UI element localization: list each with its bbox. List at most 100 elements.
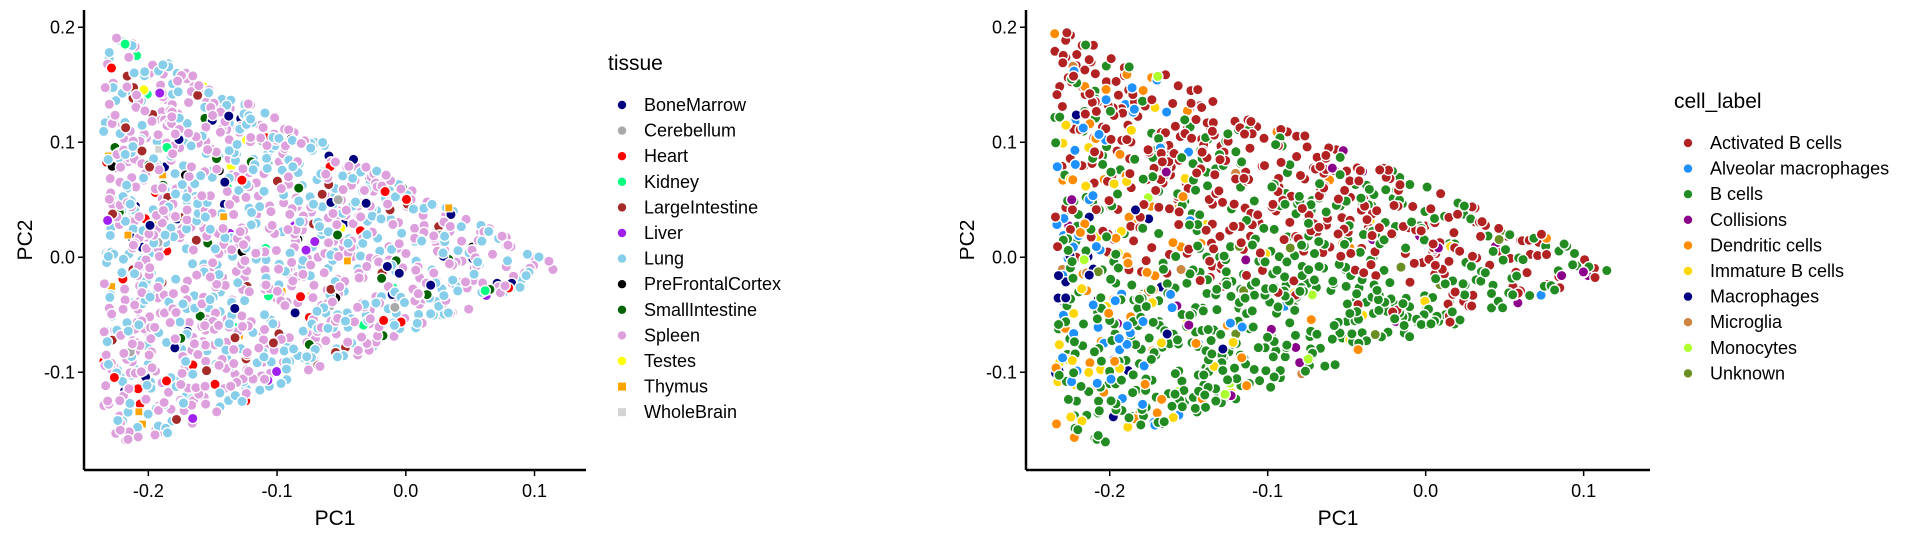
data-point xyxy=(167,287,180,300)
data-point xyxy=(1312,221,1325,234)
data-point xyxy=(1189,184,1202,197)
data-point xyxy=(119,121,132,134)
data-point xyxy=(1049,211,1062,223)
data-point xyxy=(1238,128,1251,140)
data-point xyxy=(1110,75,1123,88)
data-point xyxy=(136,145,148,157)
data-point xyxy=(1152,201,1165,214)
data-point xyxy=(1257,222,1270,235)
data-point xyxy=(110,32,123,45)
data-point xyxy=(349,196,362,208)
data-point xyxy=(1301,140,1313,153)
data-point xyxy=(1172,79,1185,92)
data-point xyxy=(1053,338,1066,351)
data-point xyxy=(1161,328,1174,340)
data-point xyxy=(170,306,182,319)
data-point xyxy=(1108,355,1121,368)
data-point xyxy=(241,346,254,359)
data-point xyxy=(1439,277,1452,290)
data-point xyxy=(139,104,151,117)
data-point xyxy=(354,250,367,262)
data-point xyxy=(1329,358,1342,371)
data-point xyxy=(1087,299,1100,311)
data-point xyxy=(1308,247,1321,260)
data-point xyxy=(499,279,511,292)
data-point xyxy=(462,303,475,315)
data-point xyxy=(1240,269,1253,282)
data-point xyxy=(1096,158,1109,171)
data-point xyxy=(279,299,291,312)
data-point xyxy=(1267,350,1280,363)
data-point xyxy=(1278,233,1290,246)
data-point xyxy=(206,109,219,122)
data-point xyxy=(1235,156,1248,168)
data-point xyxy=(1245,115,1257,128)
data-point xyxy=(1369,269,1382,282)
data-point xyxy=(1067,366,1080,379)
data-point xyxy=(1458,200,1471,212)
data-point xyxy=(1048,27,1061,40)
data-point xyxy=(352,344,365,357)
data-point xyxy=(1169,250,1182,263)
data-point xyxy=(1320,206,1333,218)
data-point xyxy=(199,339,212,351)
data-point xyxy=(240,191,252,204)
legend-key xyxy=(1683,292,1693,301)
data-point xyxy=(232,184,245,197)
data-point xyxy=(133,210,146,223)
data-point xyxy=(316,136,329,149)
legend-label: Macrophages xyxy=(1710,287,1819,307)
data-point xyxy=(1220,278,1233,291)
data-point xyxy=(1383,276,1396,289)
data-point xyxy=(385,243,398,256)
data-point xyxy=(1205,348,1218,360)
data-point xyxy=(292,182,305,194)
data-point xyxy=(98,277,111,290)
data-point xyxy=(442,306,455,319)
data-point xyxy=(1344,247,1357,260)
data-point xyxy=(1089,67,1102,80)
data-point xyxy=(1172,218,1185,231)
data-point xyxy=(1095,355,1108,368)
data-point xyxy=(1177,190,1189,203)
data-point xyxy=(1252,341,1265,354)
data-point xyxy=(300,244,312,256)
data-point xyxy=(1090,105,1103,118)
data-point xyxy=(1163,202,1176,215)
data-point xyxy=(105,62,118,74)
data-point xyxy=(1189,402,1202,415)
data-point xyxy=(354,210,367,223)
data-point xyxy=(1258,159,1271,172)
data-point xyxy=(1365,258,1377,271)
data-point xyxy=(128,299,141,311)
data-point xyxy=(179,355,192,368)
data-point xyxy=(1056,351,1069,364)
data-point xyxy=(152,281,164,294)
data-point xyxy=(169,210,182,223)
data-point xyxy=(265,205,277,218)
data-point xyxy=(99,379,112,392)
data-point xyxy=(137,172,150,184)
data-point xyxy=(1193,208,1206,221)
data-point xyxy=(258,308,271,321)
legend-key xyxy=(617,177,627,186)
data-point xyxy=(327,207,339,220)
data-point xyxy=(186,368,199,381)
data-point xyxy=(201,143,214,156)
data-point xyxy=(191,89,204,102)
data-point xyxy=(1190,167,1203,179)
data-point xyxy=(143,349,156,361)
data-point xyxy=(1284,242,1297,254)
data-point xyxy=(307,198,320,211)
data-point xyxy=(268,111,281,124)
data-point xyxy=(1244,142,1256,155)
y-tick-label: 0.0 xyxy=(992,247,1017,267)
data-point xyxy=(258,185,270,198)
data-point xyxy=(468,268,481,281)
data-point xyxy=(331,350,344,363)
data-point xyxy=(270,244,283,257)
data-point xyxy=(1066,255,1078,268)
data-point xyxy=(194,169,207,182)
data-point xyxy=(444,220,457,233)
legend-label: Dendritic cells xyxy=(1710,235,1822,255)
